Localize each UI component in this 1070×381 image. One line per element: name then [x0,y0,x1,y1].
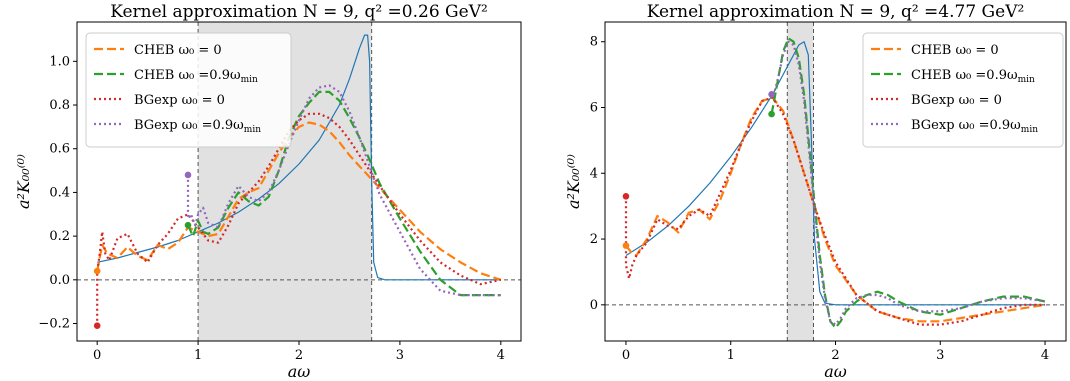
x-tick-label: 0 [622,348,630,363]
y-axis-label: a²K₀₀⁽⁰⁾ [14,154,33,209]
chart-title: Kernel approximation N = 9, q² =0.26 GeV… [110,2,488,22]
series-line-1 [625,96,1046,323]
x-tick-label: 1 [727,348,735,363]
x-tick-label: 4 [497,348,505,363]
y-axis-label: a²K₀₀⁽⁰⁾ [564,154,583,209]
y-tick-label: 8 [590,35,598,50]
x-axis-label: aω [288,362,311,381]
y-tick-label: 0.6 [49,142,70,157]
x-tick-label: 0 [93,348,101,363]
series-line-3 [96,112,502,326]
x-tick-label: 3 [936,348,944,363]
y-tick-label: 6 [590,101,598,116]
chart-panel-2: 0 1 2 3 4 0 2 4 6 8 Kernel approximation N = 9, q²… [564,2,1067,381]
series-line-3 [624,96,1045,326]
endpoint-marker [768,110,775,118]
chart-title: Kernel approximation N = 9, q² =4.77 GeV… [647,2,1025,22]
series-group [624,37,1046,329]
legend-label: BGexp ω₀ = 0 [911,93,1002,108]
legend-label: CHEB ω₀ =0.9ωmin [134,68,258,85]
y-tick-label: 0.4 [49,185,70,200]
y-tick-label: 0 [590,298,598,313]
series-line-0 [625,41,1045,306]
legend-label: CHEB ω₀ = 0 [911,43,999,58]
endpoint-marker [93,322,101,330]
x-axis-label: aω [824,362,847,381]
y-tick-label: 4 [590,166,598,181]
x-tick-label: 2 [295,348,303,363]
endpoint-marker [622,192,630,200]
y-tick-label: −0.2 [38,317,70,332]
series-line-2 [187,90,501,297]
legend: CHEB ω₀ = 0 CHEB ω₀ =0.9ωmin BGexp ω₀ = 0 B… [85,32,292,148]
endpoint-marker [768,91,775,98]
endpoint-marker [184,221,192,229]
legend-frame [85,32,292,148]
legend: CHEB ω₀ = 0 CHEB ω₀ =0.9ωmin BGexp ω₀ = 0 B… [862,32,1064,148]
endpoint-marker [622,242,630,249]
series-line-2 [770,37,1046,329]
x-tick-label: 1 [194,348,202,363]
legend-label: BGexp ω₀ = 0 [134,93,225,108]
series-group [96,34,502,326]
y-tick-label: 1.0 [49,54,70,69]
chart-panel-1: 0 1 2 3 4 −0.2 0.0 0.2 0.4 0.6 0.8 1.0 Kernel approx… [14,2,522,381]
y-tick-label: 0.0 [49,273,70,288]
x-tick-label: 3 [396,348,404,363]
legend-label: BGexp ω₀ =0.9ωmin [134,118,261,135]
endpoint-marker [93,267,101,275]
endpoint-marker [184,171,192,179]
legend-label: CHEB ω₀ = 0 [134,43,222,58]
legend-label: CHEB ω₀ =0.9ωmin [911,68,1035,85]
x-tick-label: 2 [831,348,839,363]
y-tick-label: 2 [590,232,598,247]
legend-frame [862,32,1064,148]
series-line-0 [97,34,501,281]
y-tick-label: 0.2 [49,229,70,244]
y-tick-label: 0.8 [49,98,70,113]
x-tick-label: 4 [1041,348,1049,363]
series-line-4 [770,40,1046,326]
legend-label: BGexp ω₀ =0.9ωmin [911,118,1038,135]
